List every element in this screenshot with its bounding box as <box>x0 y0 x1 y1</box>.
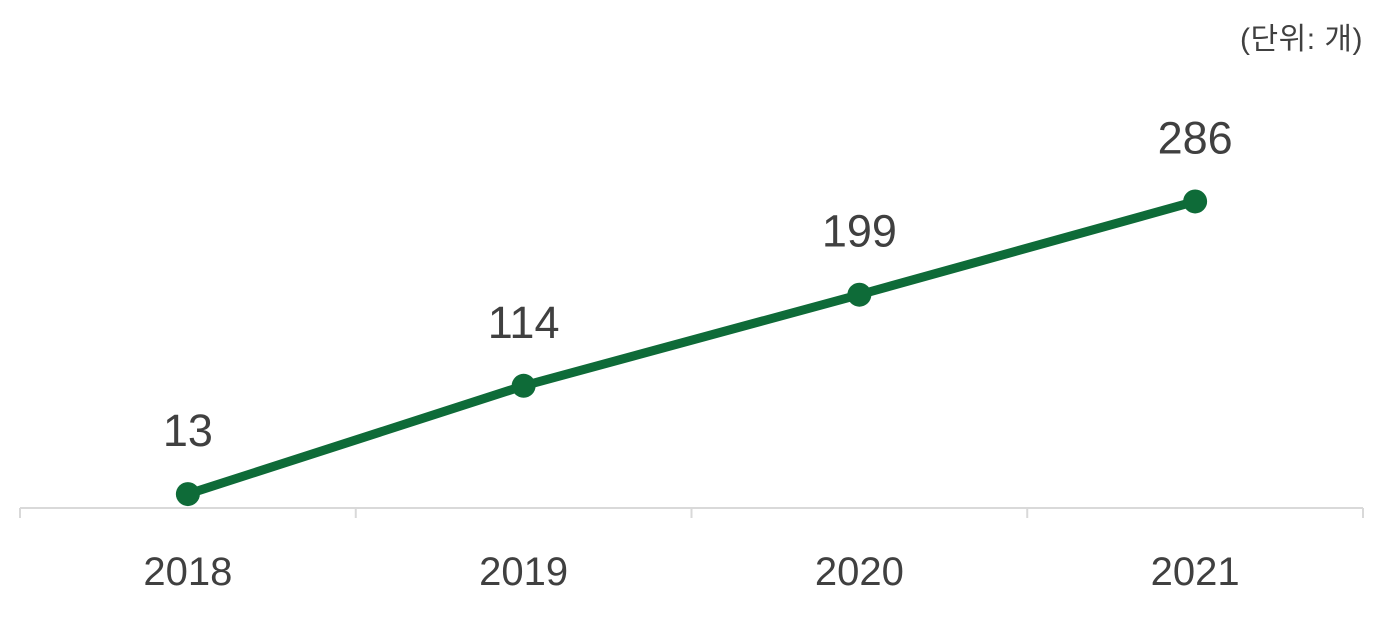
x-axis-category-label: 2018 <box>143 550 232 594</box>
series-line <box>183 196 1200 499</box>
data-point-label: 199 <box>822 206 897 257</box>
data-point-label: 114 <box>488 297 560 348</box>
x-axis-category-label: 2020 <box>815 550 904 594</box>
unit-annotation: (단위: 개) <box>1240 23 1363 56</box>
data-point-marker <box>1183 189 1208 214</box>
data-point-label: 13 <box>163 405 213 456</box>
data-point-marker <box>511 373 536 398</box>
data-point-marker <box>175 482 200 507</box>
data-point-label: 286 <box>1158 112 1233 163</box>
x-axis-category-label: 2019 <box>479 550 568 594</box>
data-point-marker <box>847 282 872 307</box>
x-axis-category-label: 2021 <box>1151 550 1240 594</box>
